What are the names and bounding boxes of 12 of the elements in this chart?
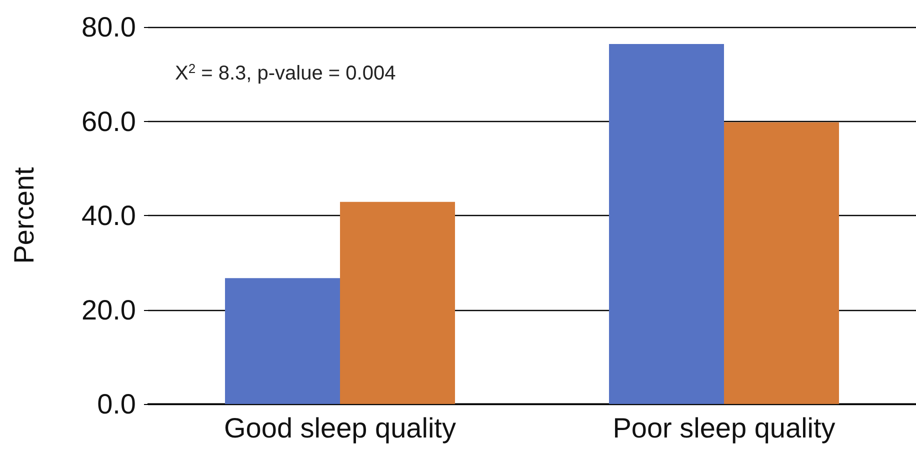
x-tick-label: Poor sleep quality <box>612 412 836 444</box>
y-tick-label: 0.0 <box>97 388 136 420</box>
y-tick-label: 80.0 <box>82 12 136 42</box>
y-tick-label: 20.0 <box>82 294 136 326</box>
bar <box>609 44 724 404</box>
bar <box>225 278 340 404</box>
y-tick-label: 40.0 <box>82 200 136 231</box>
y-tick-label: 60.0 <box>82 106 136 137</box>
y-axis-title: Percent <box>8 167 40 264</box>
bar <box>724 122 839 404</box>
x-tick-label: Good sleep quality <box>224 412 456 444</box>
bar <box>340 202 455 404</box>
